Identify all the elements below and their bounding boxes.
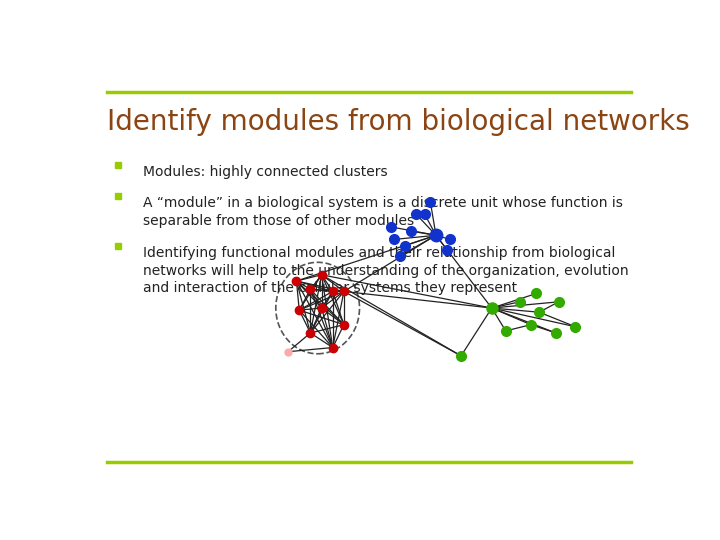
Text: A “module” in a biological system is a discrete unit whose function is
separable: A “module” in a biological system is a d… bbox=[143, 196, 623, 228]
Text: Identifying functional modules and their relationship from biological
networks w: Identifying functional modules and their… bbox=[143, 246, 629, 295]
Text: Modules: highly connected clusters: Modules: highly connected clusters bbox=[143, 165, 387, 179]
Text: Identify modules from biological networks: Identify modules from biological network… bbox=[107, 109, 690, 137]
